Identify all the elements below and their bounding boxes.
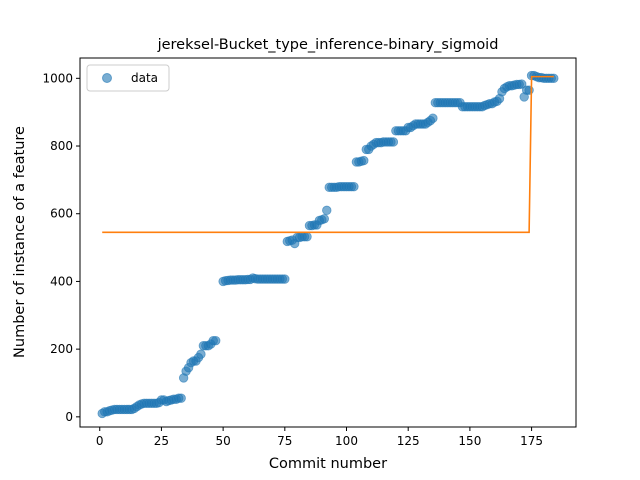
data-point (349, 181, 359, 192)
data-point (322, 205, 332, 216)
y-tick-label: 0 (65, 410, 73, 424)
data-point (319, 214, 330, 224)
data-point (388, 137, 399, 147)
legend-label-data: data (131, 71, 158, 85)
y-tick-label: 600 (50, 207, 73, 221)
y-tick-label: 200 (50, 342, 73, 356)
data-point (280, 274, 290, 284)
x-axis-label: Commit number (269, 456, 387, 472)
data-point (359, 155, 369, 166)
data-point (517, 79, 527, 89)
y-tick-label: 1000 (42, 71, 73, 85)
chart-title: jereksel-Bucket_type_inference-binary_si… (157, 37, 499, 53)
y-tick-label: 400 (50, 274, 73, 288)
x-tick-label: 25 (154, 434, 169, 448)
data-point (428, 113, 438, 123)
data-point (211, 335, 221, 346)
data-point (302, 232, 312, 242)
data-point (549, 73, 559, 84)
x-tick-label: 125 (397, 434, 420, 448)
x-tick-label: 100 (335, 434, 358, 448)
fit-line (102, 75, 554, 234)
x-tick-label: 175 (520, 434, 543, 448)
legend-marker-data (102, 73, 112, 83)
x-tick-label: 150 (458, 434, 481, 448)
x-tick-label: 50 (215, 434, 230, 448)
y-tick-label: 800 (50, 139, 73, 153)
data-point (176, 393, 186, 403)
axis-ticks: 0 25 50 75 100 125 150 175 0 200 400 600 800 1000 (42, 71, 543, 448)
plot-area (97, 70, 559, 419)
legend: data (86, 64, 170, 92)
data-point (196, 349, 206, 359)
axes-frame (79, 57, 577, 428)
y-axis-label: Number of instance of a feature (12, 126, 28, 358)
x-tick-label: 0 (96, 434, 104, 448)
legend-box (86, 64, 170, 92)
x-tick-label: 75 (277, 434, 292, 448)
